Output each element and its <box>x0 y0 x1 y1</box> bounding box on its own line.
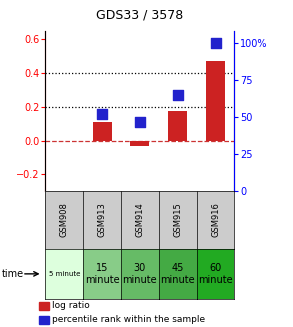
Bar <box>93 122 112 141</box>
Text: 5 minute: 5 minute <box>49 271 80 277</box>
Bar <box>40 316 49 324</box>
Text: GSM916: GSM916 <box>211 202 220 237</box>
Text: percentile rank within the sample: percentile rank within the sample <box>52 315 205 324</box>
Text: GDS33 / 3578: GDS33 / 3578 <box>96 8 183 21</box>
Text: time: time <box>1 269 24 279</box>
Bar <box>40 302 49 310</box>
Point <box>213 41 218 46</box>
Point <box>175 93 180 98</box>
Point <box>138 119 142 124</box>
Bar <box>206 60 225 141</box>
Text: log ratio: log ratio <box>52 301 90 310</box>
Text: GSM908: GSM908 <box>60 202 69 237</box>
Text: 30
minute: 30 minute <box>122 263 157 285</box>
Text: GSM914: GSM914 <box>135 202 144 237</box>
Text: 45
minute: 45 minute <box>160 263 195 285</box>
Text: 15
minute: 15 minute <box>85 263 120 285</box>
Text: GSM915: GSM915 <box>173 202 182 237</box>
Text: GSM913: GSM913 <box>98 202 107 237</box>
Point <box>100 112 105 117</box>
Bar <box>168 111 187 141</box>
Text: 60
minute: 60 minute <box>198 263 233 285</box>
Bar <box>130 141 149 146</box>
